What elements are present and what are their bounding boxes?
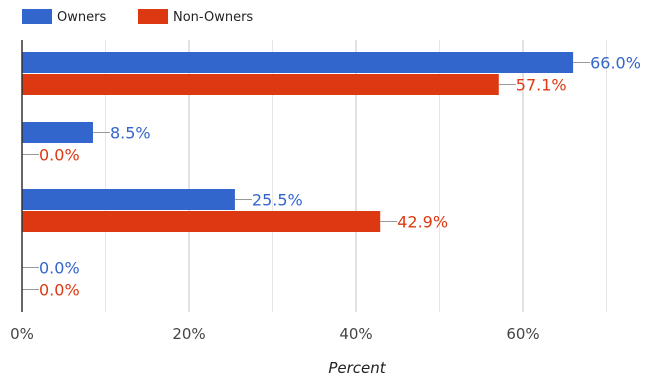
x-axis-title: Percent: [328, 359, 386, 374]
data-label: 8.5%: [110, 124, 151, 143]
legend-label-owners: Owners: [57, 10, 106, 25]
bar-owners-2: [22, 189, 235, 210]
bar-non-owners-0: [22, 74, 499, 95]
data-labels: 66.0% 8.5% 25.5% 0.0% 57.1% 0.0% 42.9% 0.0%: [22, 54, 641, 300]
bar-non-owners-2: [22, 211, 381, 232]
data-label: 57.1%: [516, 76, 567, 95]
data-label: 25.5%: [252, 191, 303, 210]
bars: [22, 52, 574, 232]
x-tick-label: 0%: [10, 325, 34, 343]
data-label: 0.0%: [39, 281, 80, 300]
x-tick-label: 20%: [172, 325, 205, 343]
legend-swatch-owners: [22, 9, 52, 24]
x-axis-ticks: 0% 20% 40% 60%: [10, 325, 540, 343]
data-label: 0.0%: [39, 259, 80, 278]
data-label: 0.0%: [39, 146, 80, 165]
legend: Owners Non-Owners: [22, 9, 253, 25]
legend-label-non-owners: Non-Owners: [173, 10, 253, 25]
bar-owners-1: [22, 122, 93, 143]
data-label: 42.9%: [397, 213, 448, 232]
legend-swatch-non-owners: [138, 9, 168, 24]
x-tick-label: 60%: [506, 325, 539, 343]
bar-owners-0: [22, 52, 574, 73]
x-tick-label: 40%: [339, 325, 372, 343]
data-label: 66.0%: [590, 54, 641, 73]
